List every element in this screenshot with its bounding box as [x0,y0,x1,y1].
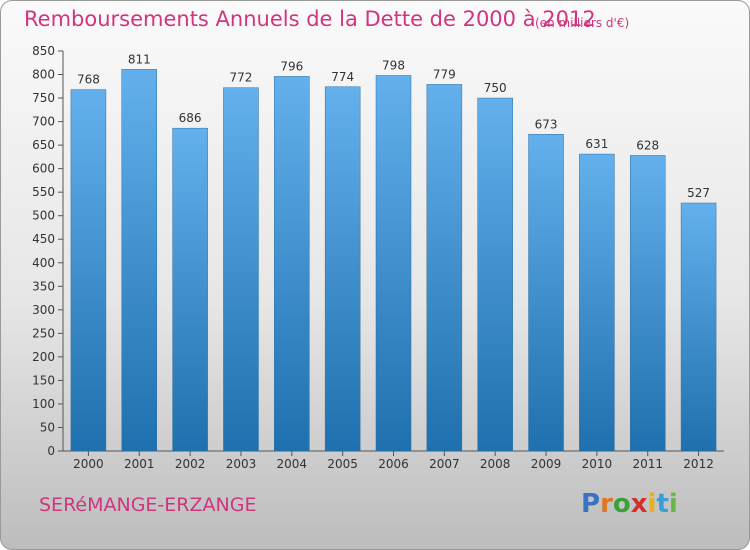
y-tick-label: 750 [32,91,55,105]
chart-axes: 0 50 100 150 200 250 300 350 400 450 500 550 600 650 7… [32,44,724,471]
y-tick-label: 200 [32,350,55,364]
bar [579,153,615,452]
x-tick-label: 2011 [632,457,663,471]
x-tick-label: 2005 [327,457,358,471]
chart-subtitle: (en milliers d'€) [535,16,630,30]
bar [324,86,361,452]
x-tick-label: 2002 [175,457,206,471]
y-tick-label: 600 [32,162,55,176]
x-tick-label: 2006 [378,457,409,471]
x-tick-label: 2000 [73,457,104,471]
x-tick-label: 2003 [226,457,257,471]
bar-data-label: 779 [433,67,456,81]
bar [172,127,208,452]
bar-data-label: 774 [331,70,354,84]
x-tick-label: 2001 [124,457,155,471]
x-tick-label: 2008 [480,457,511,471]
y-tick-label: 0 [47,444,55,458]
x-tick-label: 2009 [531,457,562,471]
x-tick-label: 2012 [683,457,714,471]
logo-letter: i [647,489,657,519]
x-tick-label: 2004 [277,457,308,471]
bar-data-label: 673 [535,117,558,131]
x-tick-label: 2007 [429,457,460,471]
x-tick-label: 2010 [582,457,613,471]
y-tick-label: 650 [32,138,55,152]
bar-data-label: 796 [280,59,303,73]
bar [629,155,666,452]
y-tick-label: 850 [32,44,55,58]
y-tick-label: 250 [32,326,55,340]
bar [223,87,259,452]
bar-data-label: 798 [382,58,405,72]
logo-letter: t [656,489,669,519]
y-tick-label: 350 [32,279,55,293]
y-tick-label: 150 [32,373,55,387]
bar [426,84,463,452]
bar-data-label: 631 [585,137,608,151]
proxiti-logo: Proxiti [581,489,678,519]
y-tick-label: 500 [32,209,55,223]
bar [121,69,158,452]
chart-title: Remboursements Annuels de la Dette de 20… [24,7,596,31]
chart-data-labels: 768 811 686 772 796 774 798 779 750 673 631 628 527 [77,52,710,200]
y-tick-label: 400 [32,256,55,270]
y-tick-label: 300 [32,303,55,317]
y-tick-label: 700 [32,115,55,129]
bar-data-label: 811 [128,52,151,66]
logo-letter: o [612,489,631,519]
y-tick-label: 450 [32,232,55,246]
bar-data-label: 750 [484,81,507,95]
y-tick-label: 800 [32,68,55,82]
logo-letter: P [581,489,601,519]
y-tick-label: 550 [32,185,55,199]
bar [680,202,717,452]
bar-data-label: 772 [230,71,253,85]
bar-data-label: 527 [687,186,710,200]
logo-letter: i [668,489,678,519]
bar-data-label: 686 [179,111,202,125]
logo-letter: r [600,489,613,519]
bar [477,97,513,452]
chart-bars [70,69,717,452]
y-tick-label: 50 [40,420,55,434]
bar [274,76,310,452]
bar [375,75,412,452]
commune-name: SERéMANGE-ERZANGE [39,494,257,516]
logo-letter: x [630,489,648,519]
bar [70,89,107,452]
bar [528,134,564,452]
y-tick-label: 100 [32,397,55,411]
bar-data-label: 628 [636,138,659,152]
bar-data-label: 768 [77,73,100,87]
